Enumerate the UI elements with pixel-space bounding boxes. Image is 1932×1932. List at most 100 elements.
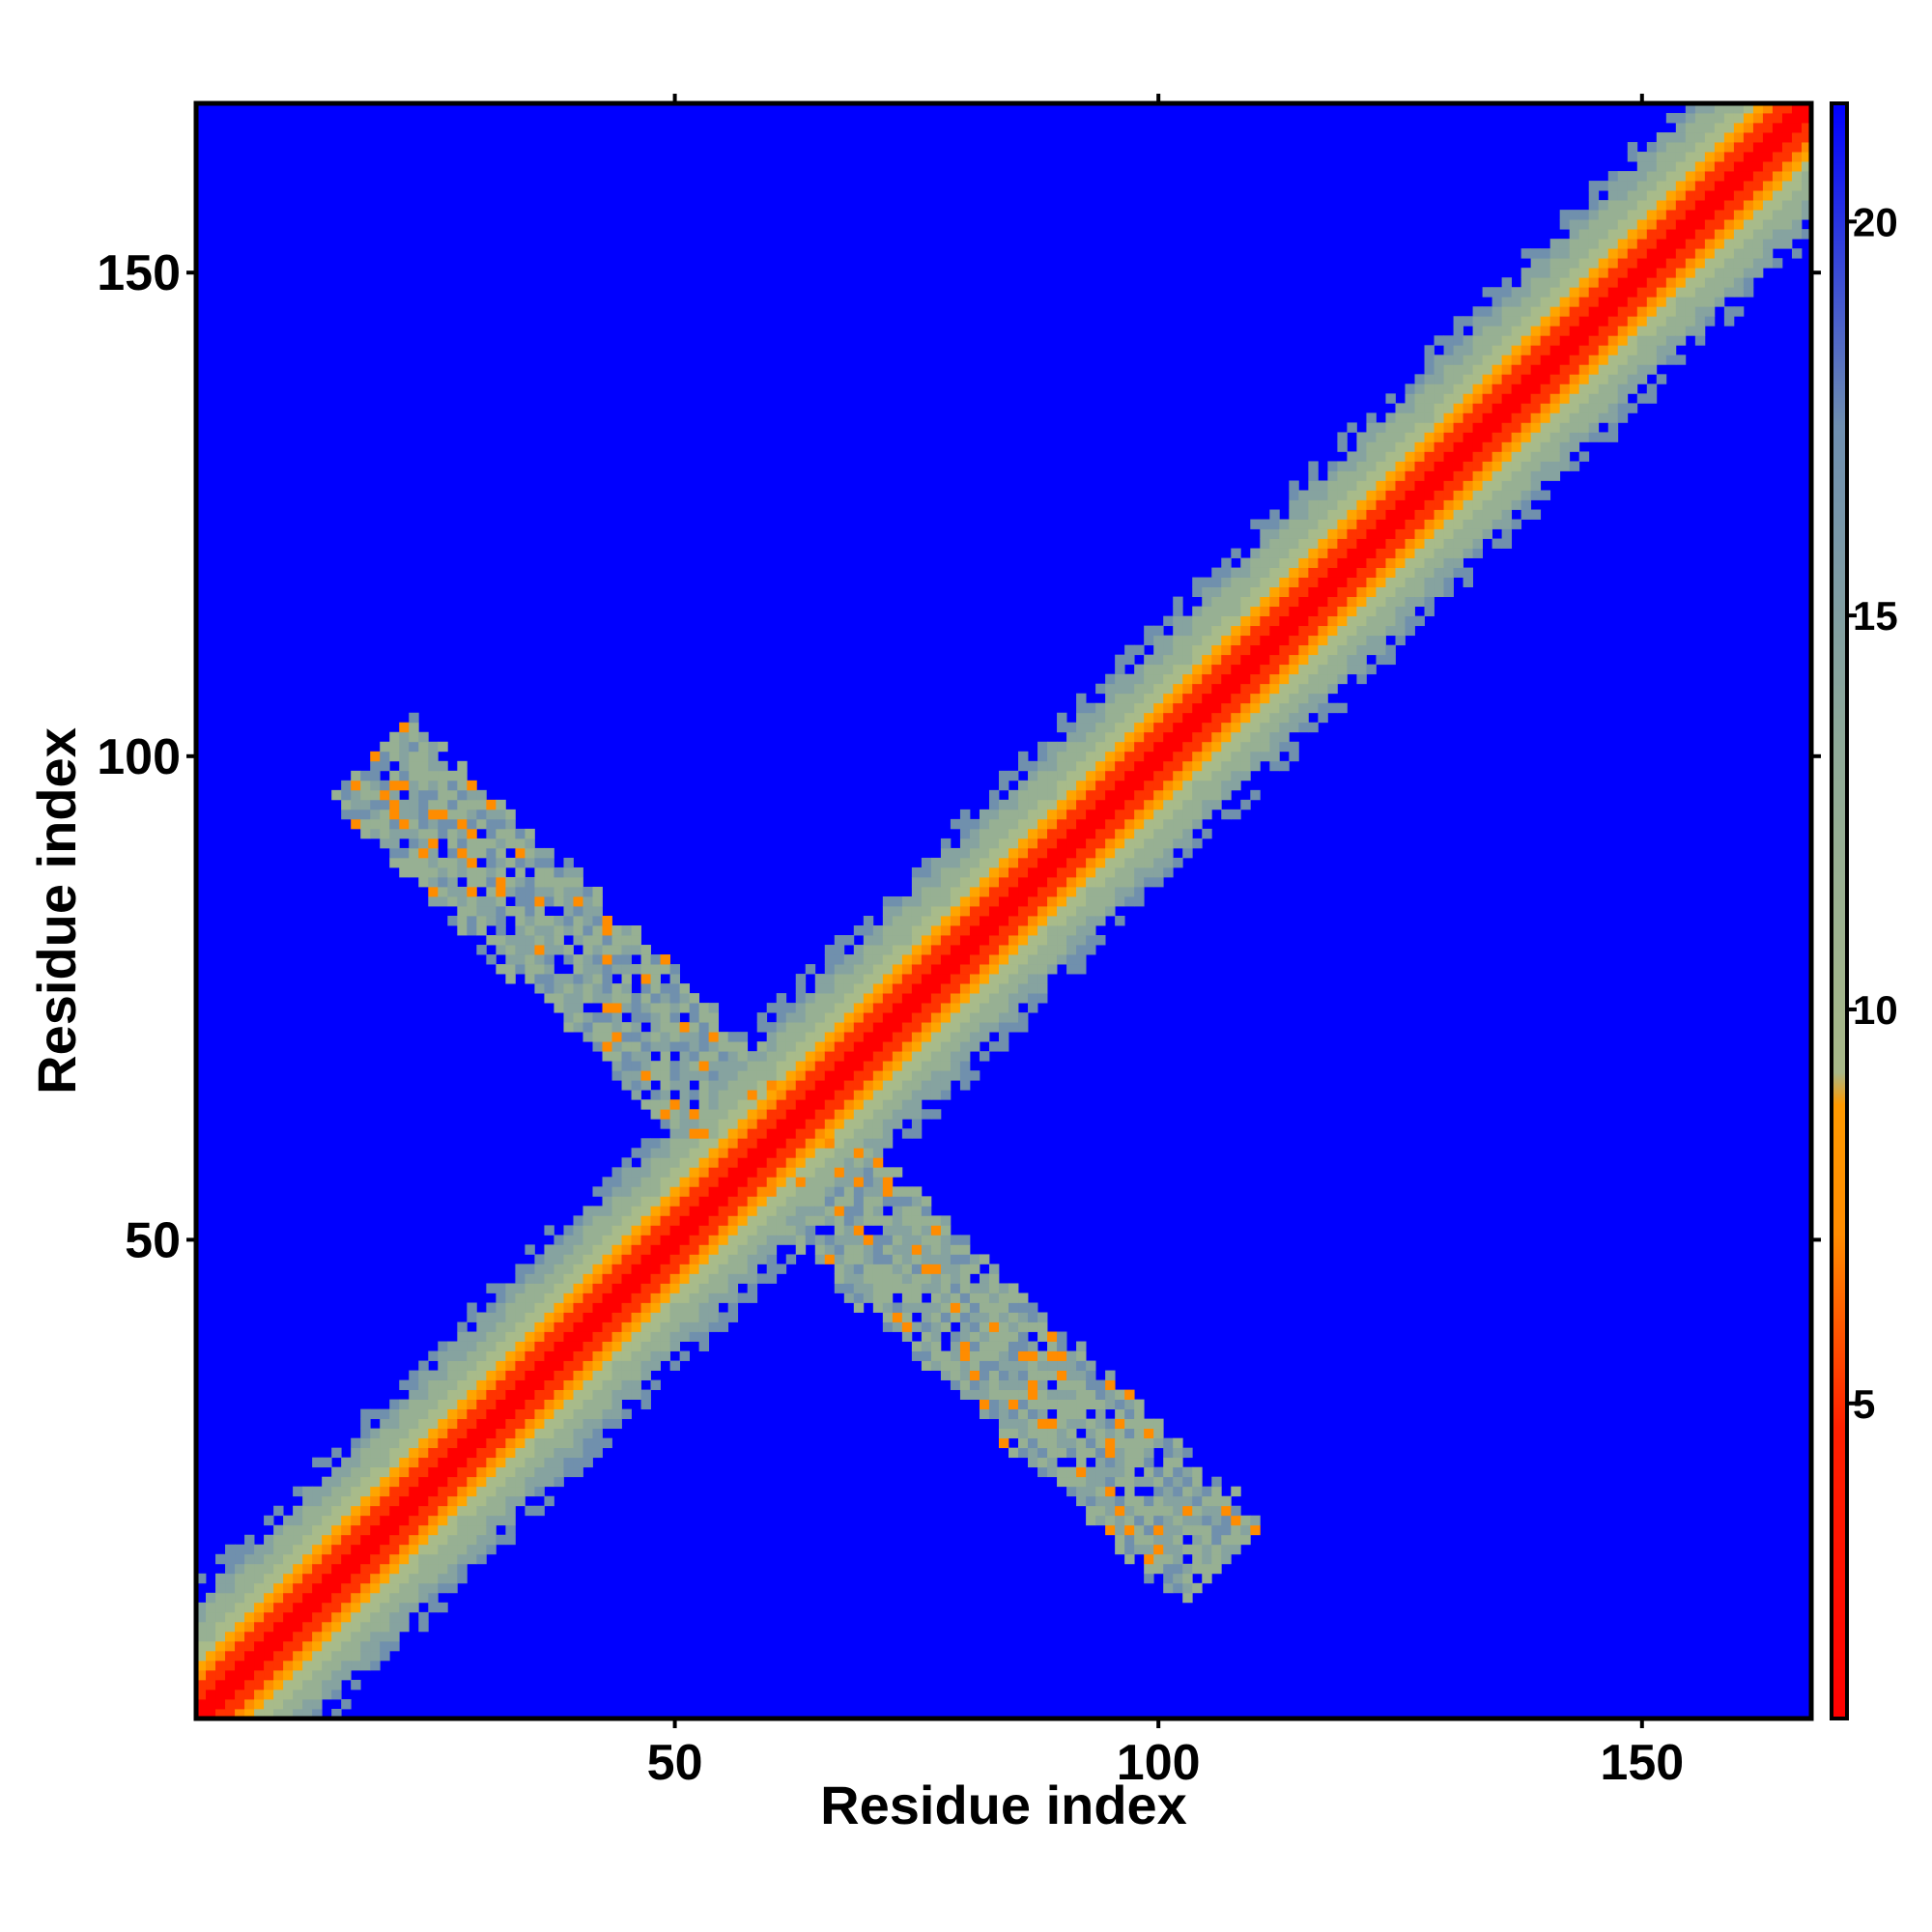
heatmap-cell: [1163, 731, 1174, 743]
heatmap-cell: [399, 818, 410, 830]
heatmap-cell: [389, 1486, 400, 1497]
heatmap-cell: [1472, 461, 1483, 471]
heatmap-cell: [747, 1128, 758, 1139]
heatmap-cell: [573, 1254, 583, 1264]
heatmap-cell: [1298, 722, 1309, 733]
heatmap-cell: [1231, 722, 1241, 733]
heatmap-cell: [563, 1428, 574, 1439]
heatmap-cell: [1134, 1534, 1145, 1546]
heatmap-cell: [1578, 229, 1590, 240]
heatmap-cell: [1066, 1389, 1077, 1400]
heatmap-cell: [1472, 422, 1483, 433]
heatmap-cell: [360, 1486, 371, 1497]
heatmap-cell: [756, 1041, 768, 1052]
heatmap-cell: [1260, 722, 1270, 733]
heatmap-cell: [1202, 664, 1212, 675]
heatmap-cell: [969, 1389, 980, 1400]
heatmap-cell: [1086, 722, 1096, 733]
heatmap-cell: [486, 1379, 497, 1390]
heatmap-cell: [1240, 799, 1251, 810]
heatmap-cell: [457, 1341, 468, 1351]
heatmap-cell: [1202, 644, 1212, 656]
heatmap-cell: [979, 1341, 990, 1351]
heatmap-cell: [727, 1061, 739, 1071]
heatmap-cell: [650, 1360, 661, 1371]
heatmap-cell: [1598, 268, 1609, 278]
heatmap-cell: [1482, 412, 1492, 423]
heatmap-cell: [486, 1486, 497, 1497]
heatmap-cell: [863, 1109, 874, 1120]
heatmap-cell: [1424, 586, 1435, 598]
heatmap-cell: [273, 1640, 284, 1652]
heatmap-cell: [293, 1631, 303, 1642]
heatmap-cell: [998, 876, 1009, 888]
heatmap-cell: [1298, 693, 1309, 704]
heatmap-cell: [505, 1389, 516, 1400]
heatmap-cell: [1009, 925, 1019, 936]
heatmap-cell: [380, 818, 390, 830]
heatmap-cell: [302, 1515, 313, 1526]
heatmap-cell: [1018, 809, 1029, 820]
heatmap-cell: [1289, 712, 1299, 724]
heatmap-cell: [1182, 838, 1193, 849]
heatmap-cell: [1095, 1457, 1106, 1468]
heatmap-cell: [1356, 596, 1367, 608]
heatmap-cell: [467, 828, 477, 839]
heatmap-cell: [1057, 857, 1067, 868]
heatmap-cell: [892, 1302, 903, 1313]
heatmap-cell: [399, 1466, 410, 1478]
heatmap-cell: [476, 1408, 487, 1420]
heatmap-cell: [921, 945, 932, 955]
heatmap-cell: [1443, 509, 1454, 520]
heatmap-cell: [264, 1534, 274, 1546]
heatmap-cell: [370, 1408, 381, 1420]
heatmap-cell: [283, 1592, 294, 1604]
heatmap-cell: [592, 895, 603, 907]
heatmap-cell: [969, 1341, 980, 1351]
heatmap-cell: [573, 954, 583, 965]
heatmap-cell: [1240, 606, 1251, 617]
heatmap-cell: [1279, 644, 1290, 656]
heatmap-cell: [1501, 393, 1513, 404]
heatmap-cell: [1095, 867, 1106, 878]
heatmap-cell: [341, 1698, 352, 1710]
heatmap-cell: [563, 876, 574, 888]
heatmap-cell: [447, 1341, 458, 1351]
heatmap-cell: [863, 993, 874, 1004]
heatmap-cell: [273, 1573, 284, 1584]
heatmap-cell: [1134, 780, 1145, 791]
heatmap-cell: [650, 1109, 661, 1120]
heatmap-cell: [1047, 809, 1058, 820]
heatmap-cell: [1549, 412, 1561, 423]
heatmap-cell: [1376, 548, 1386, 558]
heatmap-cell: [1414, 596, 1425, 608]
heatmap-cell: [1182, 1447, 1193, 1459]
heatmap-cell: [554, 1466, 564, 1478]
heatmap-cell: [1395, 480, 1406, 491]
heatmap-cell: [795, 1196, 807, 1207]
heatmap-cell: [273, 1505, 284, 1517]
heatmap-cell: [1472, 345, 1483, 355]
heatmap-cell: [969, 1070, 980, 1081]
heatmap-cell: [1279, 567, 1290, 578]
heatmap-cell: [698, 1051, 710, 1062]
heatmap-cell: [1173, 741, 1183, 753]
heatmap-cell: [1076, 1495, 1087, 1507]
heatmap-cell: [1530, 461, 1542, 471]
heatmap-cell: [1211, 1544, 1222, 1555]
heatmap-cell: [737, 1225, 749, 1236]
heatmap-cell: [1211, 712, 1222, 724]
heatmap-cell: [602, 1041, 612, 1052]
heatmap-cell: [1588, 200, 1600, 211]
heatmap-cell: [756, 1157, 768, 1168]
heatmap-cell: [1453, 451, 1463, 462]
heatmap-cell: [1501, 384, 1513, 394]
heatmap-cell: [1192, 577, 1203, 587]
heatmap-cell: [1009, 1399, 1019, 1410]
heatmap-cell: [1124, 847, 1135, 859]
heatmap-cell: [940, 1293, 952, 1303]
heatmap-cell: [814, 1196, 826, 1207]
heatmap-cell: [428, 1428, 439, 1439]
heatmap-cell: [1453, 470, 1463, 481]
heatmap-cell: [428, 1399, 439, 1410]
